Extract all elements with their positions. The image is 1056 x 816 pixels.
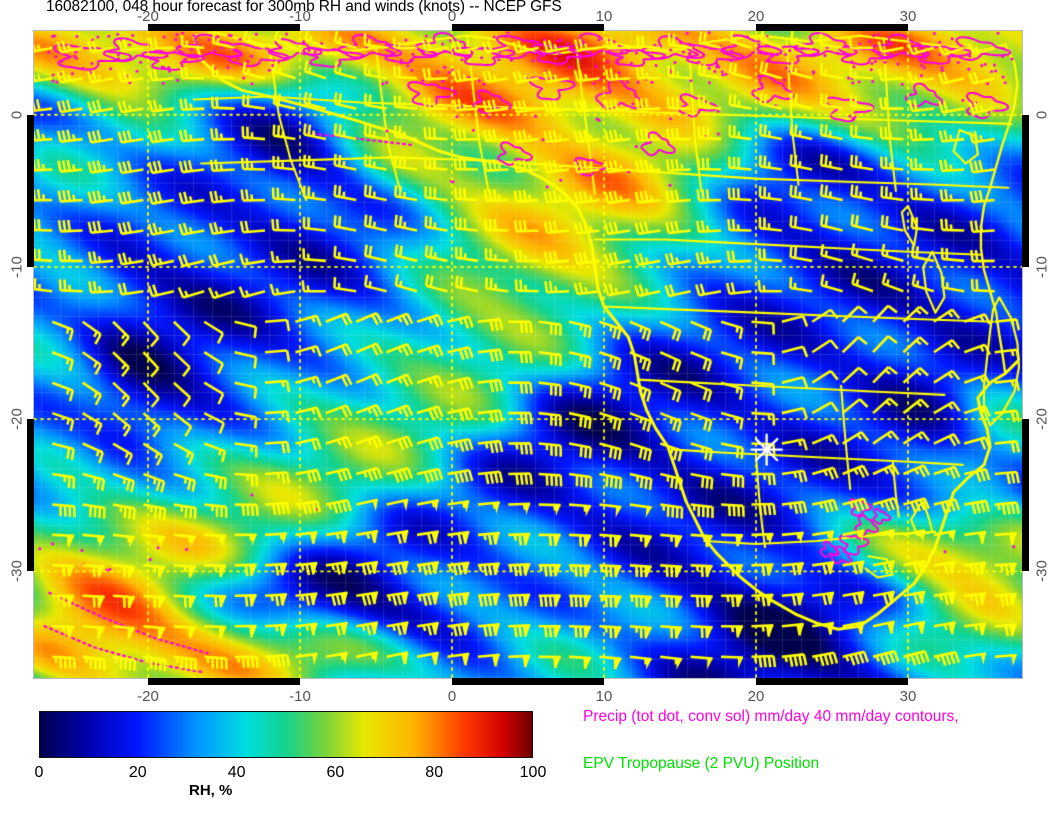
x-tick-top--10: -10 [289,8,311,25]
legend-epv: EPV Tropopause (2 PVU) Position [583,755,819,773]
y-tick-right--20: -20 [1034,408,1051,430]
x-tick-bottom--10: -10 [289,688,311,705]
x-tick-bottom-10: 10 [596,688,613,705]
y-tick-left--20: -20 [9,408,26,430]
x-tick-top-30: 30 [900,8,917,25]
x-tick-top-20: 20 [748,8,765,25]
colorbar-tick-40: 40 [228,764,246,782]
x-tick-bottom-0: 0 [448,688,456,705]
x-frame-bar-bottom-2 [452,678,604,685]
y-tick-right--30: -30 [1034,561,1051,583]
y-frame-bar-0 [27,115,34,267]
y-frame-bar-right-2 [1022,419,1029,571]
x-tick-bottom-30: 30 [900,688,917,705]
x-frame-bar-0 [148,24,300,31]
colorbar[interactable] [39,711,533,758]
rh-wind-map-canvas[interactable] [34,31,1022,678]
x-tick-bottom-20: 20 [748,688,765,705]
colorbar-tick-100: 100 [520,764,547,782]
y-frame-bar-right-0 [1022,115,1029,267]
x-tick-top--20: -20 [137,8,159,25]
x-frame-bar-bottom-0 [148,678,300,685]
forecast-chart-page: 16082100, 048 hour forecast for 300mb RH… [0,0,1056,816]
x-tick-bottom--20: -20 [137,688,159,705]
colorbar-gradient [40,712,532,757]
y-tick-left-0: 0 [9,111,26,119]
y-tick-left--10: -10 [9,256,26,278]
map-plot-area[interactable] [34,31,1022,678]
x-tick-top-10: 10 [596,8,613,25]
x-frame-bar-bottom-4 [756,678,908,685]
y-tick-left--30: -30 [9,561,26,583]
colorbar-label: RH, % [189,782,232,799]
colorbar-tick-0: 0 [35,764,44,782]
y-tick-right--10: -10 [1034,256,1051,278]
y-tick-right-0: 0 [1034,111,1051,119]
x-frame-bar-2 [452,24,604,31]
y-frame-bar-2 [27,419,34,571]
x-tick-top-0: 0 [448,8,456,25]
legend-precip: Precip (tot dot, conv sol) mm/day 40 mm/… [583,708,959,726]
x-frame-bar-4 [756,24,908,31]
colorbar-tick-60: 60 [326,764,344,782]
colorbar-tick-20: 20 [129,764,147,782]
colorbar-tick-80: 80 [425,764,443,782]
